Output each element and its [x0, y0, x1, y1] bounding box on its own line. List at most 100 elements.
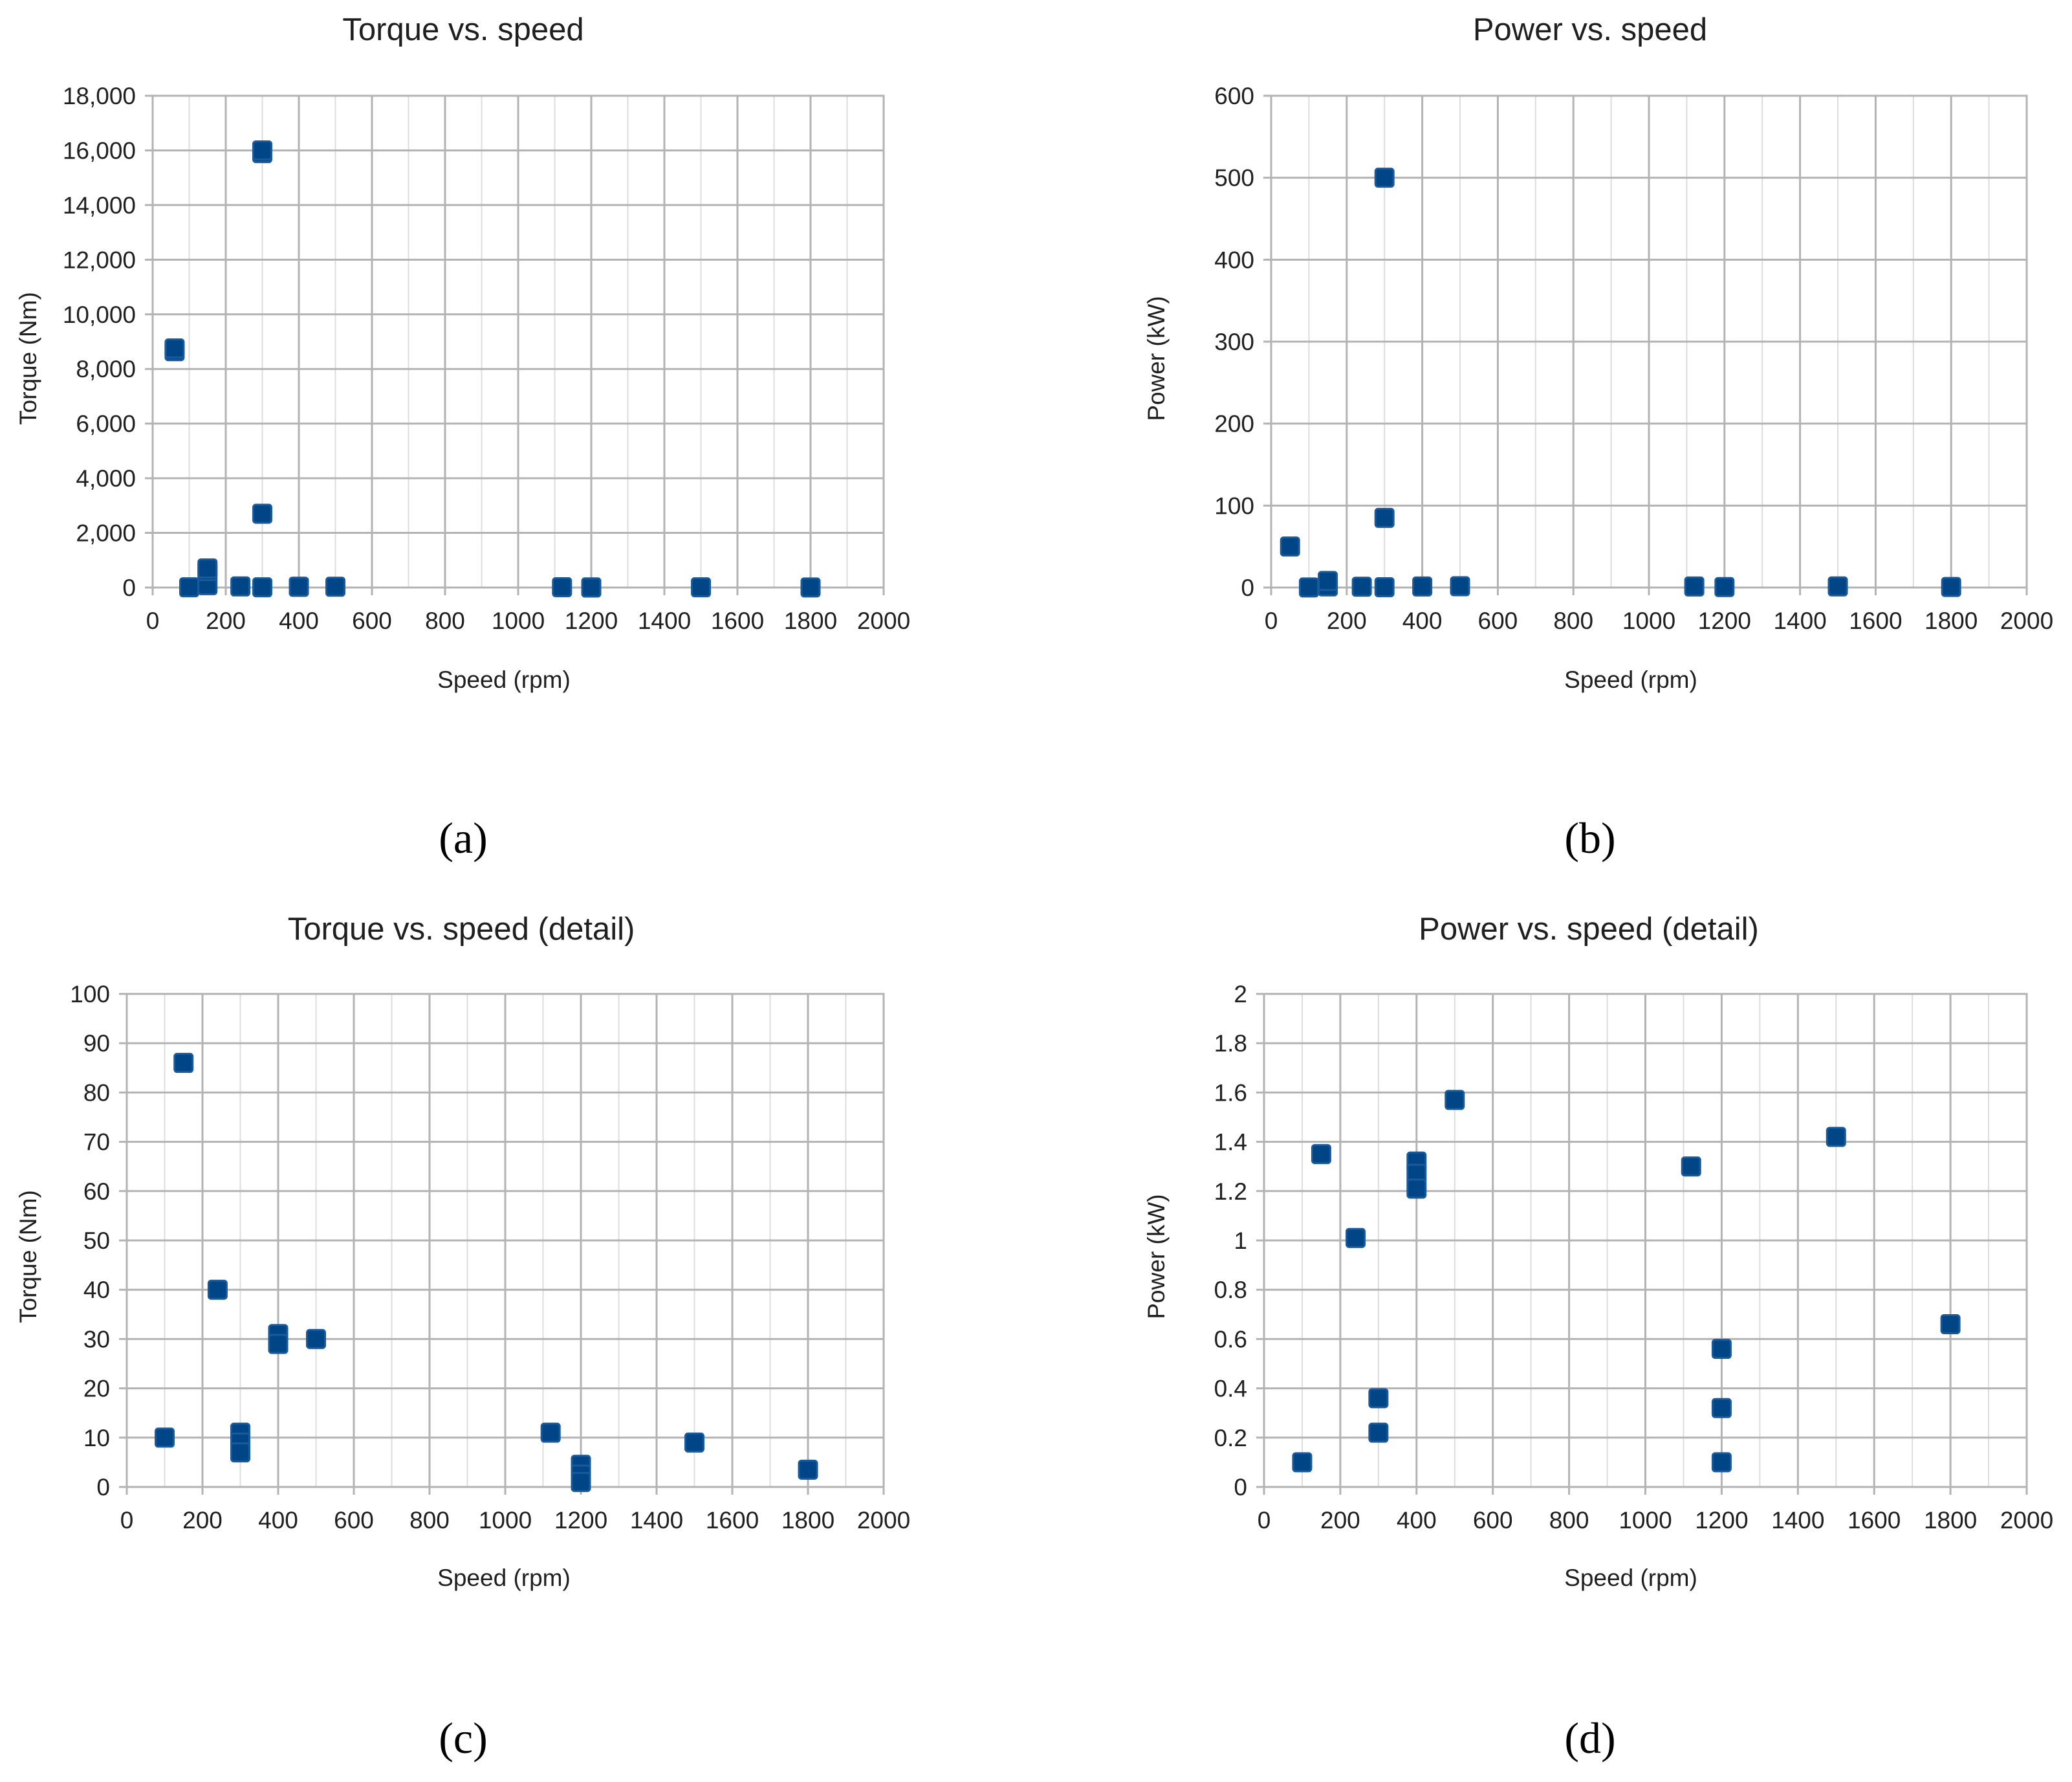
y-tick-label: 14,000 — [63, 192, 136, 219]
y-tick-label: 1.2 — [1214, 1178, 1247, 1205]
data-point — [1681, 1156, 1701, 1177]
chart-title: Torque vs. speed — [342, 12, 583, 47]
x-tick-label: 1200 — [1695, 1507, 1748, 1534]
y-tick-label: 2 — [1234, 981, 1247, 1007]
panel-label: (c) — [439, 1713, 487, 1763]
y-tick-label: 1.8 — [1214, 1030, 1247, 1057]
data-point — [1374, 577, 1395, 598]
x-tick-label: 400 — [279, 608, 319, 634]
x-tick-label: 400 — [258, 1507, 298, 1534]
x-tick-label: 800 — [425, 608, 465, 634]
data-point — [1445, 1090, 1465, 1110]
x-tick-label: 1600 — [1849, 608, 1902, 634]
data-point — [1711, 1339, 1732, 1359]
x-tick-label: 1400 — [630, 1507, 683, 1534]
data-point — [197, 558, 218, 578]
y-tick-label: 0.2 — [1214, 1425, 1247, 1451]
data-point — [540, 1422, 561, 1443]
y-tick-label: 2,000 — [76, 520, 136, 547]
data-point — [1292, 1452, 1313, 1473]
data-point — [1374, 168, 1395, 188]
y-tick-label: 60 — [83, 1178, 110, 1205]
y-tick-label: 90 — [83, 1030, 110, 1057]
plot-area — [1270, 94, 2028, 589]
x-tick-label: 2000 — [857, 608, 910, 634]
x-tick-label: 1000 — [492, 608, 545, 634]
x-tick-label: 1200 — [1698, 608, 1751, 634]
data-point — [230, 576, 251, 597]
y-axis-label: Power (kW) — [1143, 296, 1170, 421]
x-tick-label: 2000 — [2000, 608, 2053, 634]
y-tick-label: 100 — [1214, 492, 1254, 519]
data-point — [268, 1334, 289, 1354]
x-tick-label: 1200 — [554, 1507, 607, 1534]
y-tick-label: 6,000 — [76, 411, 136, 437]
x-tick-label: 600 — [1478, 608, 1518, 634]
y-tick-label: 500 — [1214, 165, 1254, 192]
y-tick-label: 400 — [1214, 247, 1254, 273]
y-tick-label: 1 — [1234, 1227, 1247, 1254]
y-tick-label: 1.4 — [1214, 1129, 1247, 1156]
data-point — [798, 1459, 818, 1480]
data-point — [1318, 571, 1338, 591]
data-point — [1940, 1314, 1961, 1335]
data-point — [691, 577, 711, 598]
y-tick-label: 8,000 — [76, 356, 136, 382]
y-tick-label: 600 — [1214, 83, 1254, 109]
x-tick-label: 800 — [1549, 1507, 1589, 1534]
data-point — [1826, 1127, 1846, 1147]
x-tick-label: 0 — [146, 608, 160, 634]
x-tick-label: 600 — [352, 608, 392, 634]
y-tick-label: 0 — [1234, 1474, 1247, 1501]
data-point — [1368, 1422, 1389, 1443]
x-tick-label: 2000 — [857, 1507, 910, 1534]
y-tick-label: 70 — [83, 1129, 110, 1156]
data-point — [684, 1432, 704, 1453]
x-tick-label: 1400 — [1773, 608, 1826, 634]
data-point — [581, 577, 602, 598]
y-tick-label: 0 — [122, 575, 136, 601]
y-tick-label: 40 — [83, 1277, 110, 1303]
data-point — [1412, 576, 1433, 597]
data-point — [1374, 507, 1395, 528]
y-tick-label: 30 — [83, 1326, 110, 1352]
panel-label: (d) — [1564, 1713, 1615, 1763]
data-point — [230, 1442, 250, 1463]
x-tick-label: 1800 — [784, 608, 837, 634]
data-point — [252, 140, 272, 160]
data-point — [1711, 1398, 1732, 1418]
chart-title: Power vs. speed (detail) — [1419, 912, 1759, 947]
chart-panel-d: 0 200 400 600 800 1000 1200 1400 1600 1800 2000 0 0.… — [1143, 912, 2053, 1763]
x-tick-label: 200 — [206, 608, 246, 634]
x-tick-label: 1600 — [1848, 1507, 1901, 1534]
x-tick-label: 1800 — [1925, 608, 1978, 634]
y-tick-label: 0.6 — [1214, 1326, 1247, 1352]
y-tick-label: 50 — [83, 1227, 110, 1254]
x-tick-label: 200 — [1320, 1507, 1360, 1534]
data-point — [325, 577, 345, 597]
x-tick-label: 2000 — [2000, 1507, 2053, 1534]
panel-label: (b) — [1564, 813, 1615, 863]
y-tick-label: 4,000 — [76, 465, 136, 492]
plot-area — [125, 993, 885, 1488]
x-tick-label: 1600 — [711, 608, 764, 634]
chart-panel-c: 0 200 400 600 800 1000 1200 1400 1600 1800 2000 0 10… — [15, 912, 910, 1763]
data-point — [1311, 1144, 1331, 1165]
data-point — [1351, 577, 1372, 597]
plot-area — [151, 94, 885, 589]
data-point — [155, 1427, 175, 1448]
data-point — [173, 1053, 194, 1073]
chart-panel-a: 0 200 400 600 800 1000 1200 1400 1600 1800 2000 0 2,… — [15, 12, 910, 863]
x-tick-label: 1400 — [1771, 1507, 1824, 1534]
data-point — [1941, 577, 1961, 597]
x-tick-label: 600 — [1473, 1507, 1513, 1534]
x-tick-label: 1000 — [479, 1507, 532, 1534]
x-axis-label: Speed (rpm) — [1564, 1565, 1697, 1591]
data-point — [552, 577, 573, 598]
x-tick-label: 400 — [1402, 608, 1443, 634]
data-point — [1827, 576, 1848, 597]
y-tick-label: 12,000 — [63, 247, 136, 273]
y-tick-label: 16,000 — [63, 137, 136, 164]
y-tick-label: 100 — [70, 981, 110, 1007]
